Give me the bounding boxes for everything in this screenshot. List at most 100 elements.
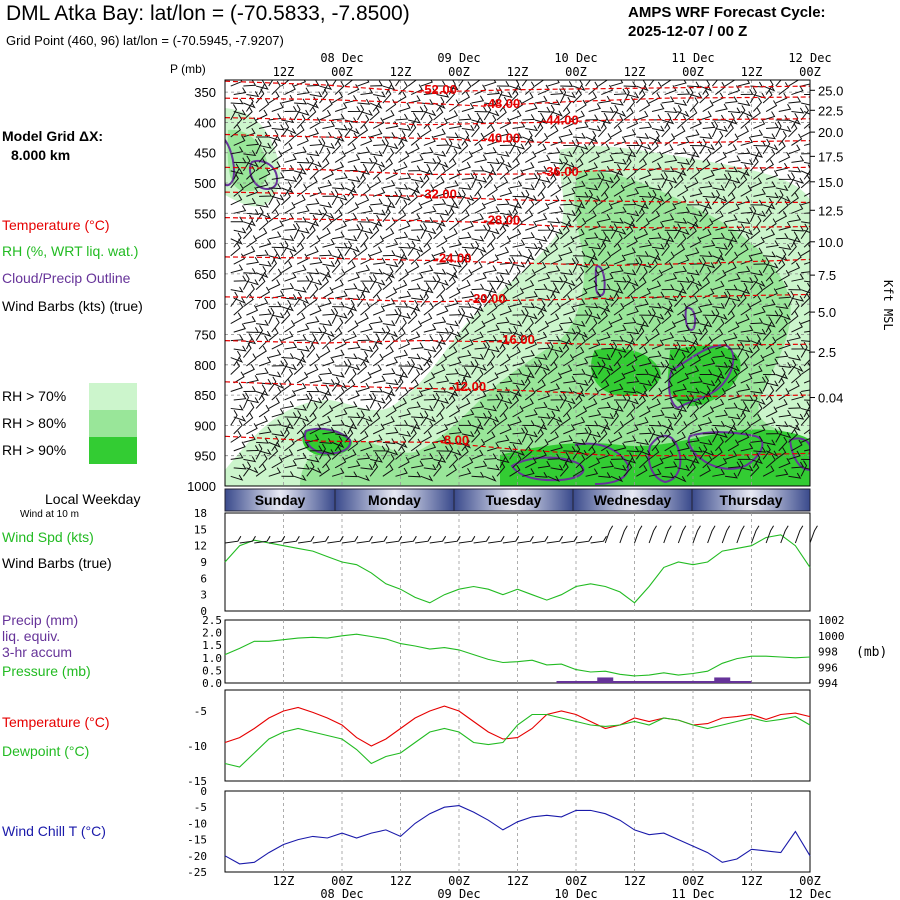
wind-barb xyxy=(534,261,547,274)
rh-90-label: RH > 90% xyxy=(2,442,67,458)
wind-barb xyxy=(331,140,342,155)
wind-barb xyxy=(423,372,436,384)
wind-barb xyxy=(727,300,737,316)
wind-barb xyxy=(712,259,722,274)
wind-barb xyxy=(243,176,255,189)
wind-barb xyxy=(763,181,776,189)
wind-barb xyxy=(512,331,525,339)
date-label: 10 Dec xyxy=(554,887,597,900)
wind-barb xyxy=(712,254,725,262)
wind-barb xyxy=(499,91,513,98)
wind-barb xyxy=(724,354,738,361)
wind-barb xyxy=(271,386,282,401)
wind-barb xyxy=(724,241,734,257)
wind-barb xyxy=(258,335,269,350)
time-tick-label: 00Z xyxy=(682,874,704,888)
wind-barb xyxy=(471,191,482,206)
wind-barb xyxy=(575,266,585,282)
wind-barb xyxy=(610,287,624,294)
wind-barb xyxy=(433,274,441,290)
wind-barb xyxy=(509,228,522,240)
wind-barb xyxy=(398,435,407,452)
date-label: 11 Dec xyxy=(671,887,714,900)
wind-barb xyxy=(369,220,383,227)
wind-barb xyxy=(753,403,763,418)
wind-barb xyxy=(243,461,252,477)
wind-barb xyxy=(674,99,688,106)
wind-barb xyxy=(801,336,810,342)
wind-barb xyxy=(613,394,627,401)
wind-barb xyxy=(445,443,454,460)
wind-barb xyxy=(512,191,526,198)
wind-barb xyxy=(484,453,498,460)
wind-barb xyxy=(601,413,615,420)
wind-barb xyxy=(268,80,274,87)
wind-barb xyxy=(258,265,267,282)
wind-barb xyxy=(753,398,766,406)
wind-barb xyxy=(322,384,330,401)
wind-barb xyxy=(458,136,472,143)
kft-tick-label: 0.04 xyxy=(818,391,843,406)
wind-barb xyxy=(370,456,383,463)
wind-barb xyxy=(306,176,318,189)
wind-barb xyxy=(547,410,556,426)
surface-wind-barb xyxy=(239,535,256,544)
wind-barb xyxy=(255,389,269,397)
wind-barb xyxy=(664,418,672,435)
wind-barb xyxy=(420,335,434,342)
wind-barb xyxy=(360,420,370,435)
wind-barb xyxy=(750,387,764,394)
wind-barb xyxy=(588,318,598,333)
pressure-line xyxy=(224,633,811,677)
wind-barb xyxy=(750,247,763,257)
wind-barb xyxy=(347,460,361,469)
wind-barb xyxy=(360,163,367,180)
wind-barb xyxy=(246,397,260,404)
wind-barb xyxy=(588,125,602,132)
wind-barb xyxy=(800,223,809,240)
wind-barb xyxy=(334,194,348,201)
wind-barb xyxy=(423,346,437,353)
wind-barb xyxy=(471,165,485,172)
wind-barb xyxy=(702,122,716,129)
wind-barb xyxy=(635,89,646,104)
wind-barb xyxy=(648,184,662,191)
wind-barb xyxy=(575,405,588,418)
surface-wind-barb xyxy=(721,525,731,544)
wind-barb xyxy=(572,84,586,91)
time-tick-label: 00Z xyxy=(448,874,470,888)
wind-barb xyxy=(433,155,442,172)
wind-barb xyxy=(550,416,563,423)
wind-barb xyxy=(347,250,358,265)
wind-barb xyxy=(677,442,690,452)
wind-barb xyxy=(560,247,573,257)
wind-barb xyxy=(613,282,621,299)
wind-barb xyxy=(563,354,575,367)
precip-label-3: 3-hr accum xyxy=(2,644,73,660)
wind-barb xyxy=(319,367,333,375)
wind-barb xyxy=(762,207,773,223)
wind-barb xyxy=(702,406,715,418)
wind-barb xyxy=(297,393,310,401)
wind-barb xyxy=(284,202,296,214)
wind-barb xyxy=(712,372,725,380)
pressure-tick-label: 700 xyxy=(194,297,216,312)
wind-barb xyxy=(537,106,551,113)
wind-barb xyxy=(458,397,471,409)
wind-barb xyxy=(689,118,702,129)
wind-barb xyxy=(398,199,408,214)
wind-barb xyxy=(664,321,676,333)
wind-barb xyxy=(344,428,354,443)
wind-barb xyxy=(765,336,777,350)
wind-barb xyxy=(737,125,749,138)
wind-barb xyxy=(233,157,247,164)
wind-barb xyxy=(281,261,293,274)
wind-barb xyxy=(537,272,551,282)
wind-barb xyxy=(360,323,373,333)
wind-barb xyxy=(331,161,345,172)
wind-barb xyxy=(423,351,432,367)
wind-barb xyxy=(512,197,519,214)
wind-barb xyxy=(651,361,665,368)
wind-barb xyxy=(803,380,810,384)
wind-barb xyxy=(461,81,472,95)
